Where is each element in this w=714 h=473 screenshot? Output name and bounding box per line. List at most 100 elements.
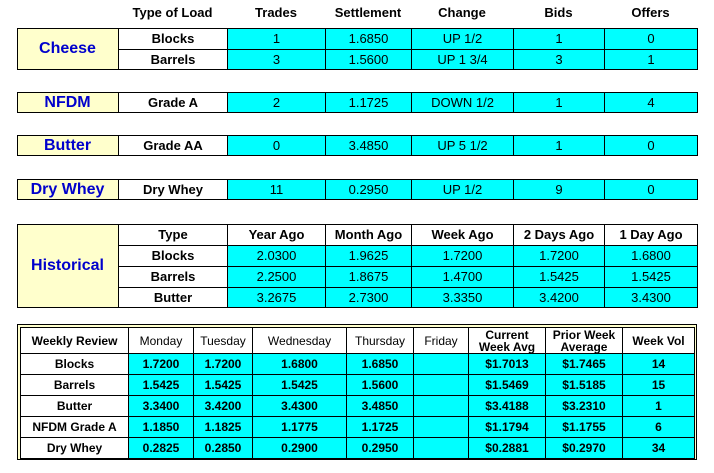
value-cell: 3 [513,49,605,70]
value-cell: 1.6850 [346,353,414,375]
value-cell: $0.2970 [545,437,623,459]
value-cell: 2.7300 [325,287,412,308]
value-cell: 0 [604,179,698,200]
value-cell: 0 [604,135,698,156]
value-cell: UP 1/2 [411,179,514,200]
value-cell: 1.7200 [128,353,194,375]
value-cell: 1 [513,135,605,156]
column-header: Monday [128,327,194,354]
value-cell: 1.7200 [513,245,605,267]
column-header: Thursday [346,327,414,354]
value-cell: 11 [227,179,326,200]
column-header: Week Ago [411,224,514,246]
value-cell: 1.5425 [128,374,194,396]
value-cell: 4 [604,92,698,113]
value-cell: $3.4188 [468,395,546,417]
column-header: Wednesday [252,327,347,354]
empty-cell [413,374,469,396]
value-cell: 1.1725 [325,92,412,113]
value-cell: 1.6850 [325,28,412,50]
column-header: Bids [544,5,573,20]
column-header: Type of Load [132,5,213,20]
value-cell: 2.0300 [227,245,326,267]
value-cell: 1.1825 [193,416,253,438]
value-cell: 3.4300 [252,395,347,417]
value-cell: 1.6800 [604,245,698,267]
value-cell: 1.6800 [252,353,347,375]
row-label: Grade A [118,92,228,113]
column-header: Week Vol [622,327,695,354]
value-cell: 3 [227,49,326,70]
row-label: Barrels [118,266,228,288]
value-cell: 0 [227,135,326,156]
value-cell: 1.5425 [252,374,347,396]
value-cell: 0.2825 [128,437,194,459]
value-cell: 1.7200 [411,245,514,267]
row-label: NFDM Grade A [20,416,129,438]
column-header: 2 Days Ago [513,224,605,246]
row-label: Blocks [118,245,228,267]
value-cell: 1.7200 [193,353,253,375]
column-header: Offers [631,5,670,20]
row-label: Butter [20,395,129,417]
product-name: Butter [43,136,92,154]
value-cell: 3.4850 [346,395,414,417]
column-header: Current Week Avg [468,327,546,354]
column-header: Month Ago [325,224,412,246]
value-cell: 1 [513,28,605,50]
value-cell: 0.2900 [252,437,347,459]
column-header: Prior Week Average [545,327,623,354]
value-cell: 0 [604,28,698,50]
column-header: Type [118,224,228,246]
empty-cell [413,395,469,417]
value-cell: 34 [622,437,695,459]
value-cell: 15 [622,374,695,396]
row-label: Grade AA [118,135,228,156]
section-title: Historical [31,257,104,274]
value-cell: $0.2881 [468,437,546,459]
value-cell: $1.5469 [468,374,546,396]
value-cell: 1.1850 [128,416,194,438]
row-label: Barrels [20,374,129,396]
empty-cell [413,416,469,438]
value-cell: 1 [622,395,695,417]
column-header: Settlement [334,5,402,20]
column-header: 1 Day Ago [604,224,698,246]
value-cell: 3.3400 [128,395,194,417]
row-label: Blocks [20,353,129,375]
value-cell: UP 1/2 [411,28,514,50]
value-cell: 1 [604,49,698,70]
row-label: Barrels [118,49,228,70]
value-cell: 1 [227,28,326,50]
value-cell: 6 [622,416,695,438]
value-cell: 1.5425 [604,266,698,288]
value-cell: $1.1794 [468,416,546,438]
value-cell: 1 [513,92,605,113]
value-cell: $1.1755 [545,416,623,438]
value-cell: 2 [227,92,326,113]
value-cell: 1.8675 [325,266,412,288]
column-header: Change [438,5,486,20]
product-name: Cheese [39,40,96,57]
column-header: Year Ago [227,224,326,246]
product-name: NFDM [44,93,91,111]
value-cell: 1.1775 [252,416,347,438]
value-cell: $1.7465 [545,353,623,375]
value-cell: UP 5 1/2 [411,135,514,156]
value-cell: 1.5600 [346,374,414,396]
value-cell: 1.5425 [513,266,605,288]
value-cell: 3.2675 [227,287,326,308]
row-label: Blocks [118,28,228,50]
value-cell: 3.3350 [411,287,514,308]
value-cell: $1.7013 [468,353,546,375]
value-cell: $3.2310 [545,395,623,417]
value-cell: 1.5600 [325,49,412,70]
row-label: Dry Whey [118,179,228,200]
empty-cell [413,437,469,459]
value-cell: 9 [513,179,605,200]
value-cell: 0.2950 [346,437,414,459]
value-cell: 3.4200 [513,287,605,308]
value-cell: 14 [622,353,695,375]
product-name: Dry Whey [30,180,105,198]
